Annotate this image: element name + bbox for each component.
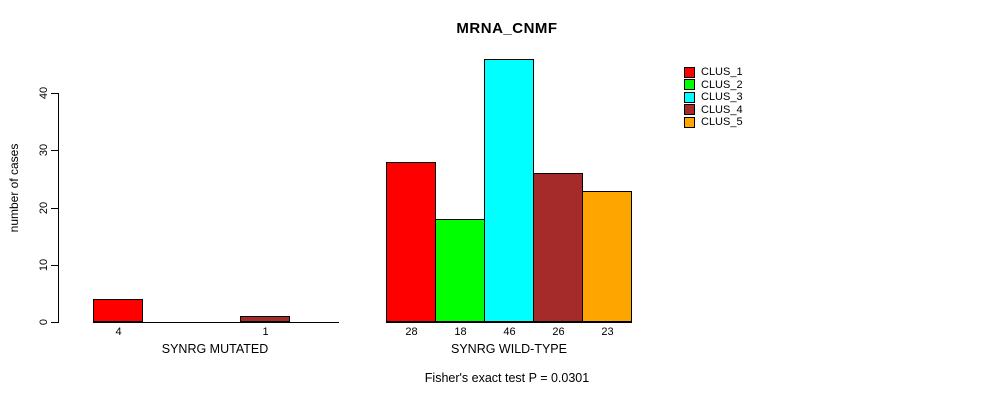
bar-clus_5: [582, 190, 632, 322]
legend-row: CLUS_3: [684, 91, 743, 104]
bar-value-label: 4: [115, 326, 122, 338]
y-axis-tick-label: 20: [38, 201, 50, 214]
legend-row: CLUS_1: [684, 66, 743, 79]
bar-value-label: 1: [262, 326, 269, 338]
legend-swatch-clus_2: [684, 79, 695, 91]
y-axis-tick-label: 0: [38, 318, 50, 326]
y-axis-tick: [51, 93, 58, 95]
x-axis-baseline: [386, 322, 632, 323]
legend-swatch-clus_5: [684, 116, 695, 128]
legend-label: CLUS_2: [701, 78, 743, 91]
legend: CLUS_1 CLUS_2 CLUS_3 CLUS_4 CLUS_5: [684, 66, 743, 129]
legend-label: CLUS_4: [701, 103, 743, 116]
bar-clus_2: [435, 219, 485, 322]
bar-clus_4: [533, 173, 583, 322]
bar-clus_1: [386, 161, 436, 322]
bar-value-label: 28: [405, 326, 418, 338]
legend-row: CLUS_2: [684, 79, 743, 92]
y-axis-tick-label: 40: [38, 87, 50, 100]
bar-clus_3: [484, 59, 534, 322]
legend-label: CLUS_3: [701, 91, 743, 104]
y-axis-tick: [51, 322, 58, 323]
bar-value-label: 18: [454, 326, 467, 338]
legend-label: CLUS_5: [701, 116, 743, 129]
bar-value-label: 23: [601, 326, 614, 338]
chart-title: MRNA_CNMF: [456, 20, 558, 37]
y-axis-tick: [51, 150, 58, 152]
legend-swatch-clus_1: [684, 66, 695, 78]
group-label-synrg-wild-type: SYNRG WILD-TYPE: [451, 342, 567, 356]
legend-swatch-clus_4: [684, 104, 695, 116]
y-axis-tick: [51, 264, 58, 266]
legend-swatch-clus_3: [684, 91, 695, 103]
legend-row: CLUS_4: [684, 104, 743, 117]
bar-value-label: 46: [503, 326, 516, 338]
bar-clus_4: [240, 316, 290, 322]
bar-value-label: 26: [552, 326, 565, 338]
bar-clus_1: [93, 299, 143, 322]
y-axis-tick-label: 10: [38, 258, 50, 271]
legend-label: CLUS_1: [701, 66, 743, 79]
y-axis-tick-label: 30: [38, 144, 50, 157]
x-axis-baseline: [93, 322, 339, 323]
y-axis-tick: [51, 207, 58, 209]
legend-row: CLUS_5: [684, 116, 743, 129]
y-axis-line: [58, 93, 59, 323]
fisher-test-annotation: Fisher's exact test P = 0.0301: [424, 371, 590, 385]
group-label-synrg-mutated: SYNRG MUTATED: [161, 342, 269, 356]
